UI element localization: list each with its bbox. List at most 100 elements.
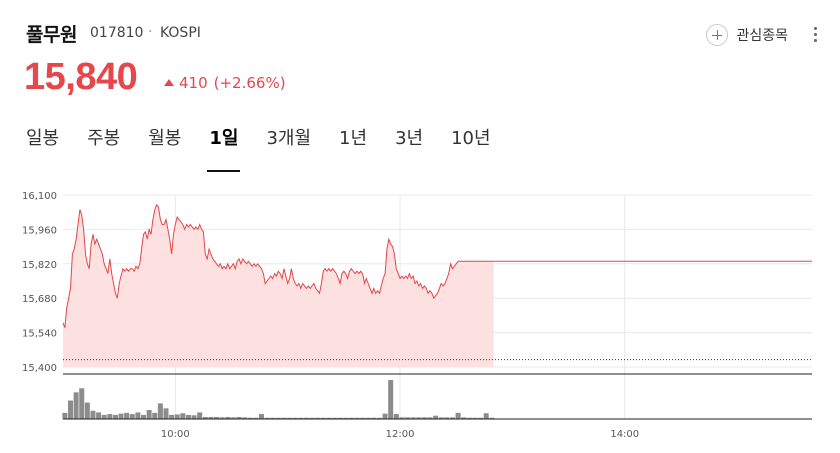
volume-bar <box>298 417 304 419</box>
volume-bar <box>376 417 382 419</box>
change-percent: (+2.66%) <box>213 74 286 92</box>
price-line <box>62 203 812 328</box>
volume-bar <box>478 417 484 419</box>
x-tick-label: 10:00 <box>161 429 190 440</box>
volume-bar <box>202 416 208 419</box>
tab-1day[interactable]: 1일 <box>207 124 241 172</box>
tab-3month[interactable]: 3개월 <box>266 128 312 149</box>
volume-bar <box>292 417 298 419</box>
volume-bar <box>79 388 85 419</box>
y-tick-label: 15,960 <box>22 225 57 236</box>
volume-bar <box>354 417 360 419</box>
volume-bar <box>444 417 450 419</box>
volume-bar <box>371 417 377 419</box>
volume-bar <box>157 403 163 419</box>
volume-bar <box>461 417 467 419</box>
tab-monthly[interactable]: 월봉 <box>148 128 182 149</box>
volume-bar <box>191 415 197 419</box>
volume-bar <box>242 417 248 419</box>
market-label: KOSPI <box>160 25 201 41</box>
y-tick-label: 15,820 <box>22 260 57 271</box>
current-price: 15,840 <box>24 56 138 98</box>
volume-bar <box>315 417 321 419</box>
watchlist-button[interactable]: 관심종목 <box>706 22 788 48</box>
volume-bar <box>287 417 293 419</box>
volume-bar <box>169 414 175 419</box>
volume-bar <box>197 412 203 419</box>
more-vertical-icon[interactable] <box>808 24 822 46</box>
volume-bar <box>483 413 489 419</box>
volume-bar <box>410 417 416 419</box>
stock-name: 풀무원 <box>26 24 77 46</box>
volume-bar <box>433 415 439 419</box>
volume-bar <box>382 413 388 419</box>
volume-bar <box>84 402 90 419</box>
volume-bar <box>124 412 130 419</box>
price-change: 410 (+2.66%) <box>164 74 286 92</box>
price-area <box>63 204 494 367</box>
volume-bar <box>129 414 135 419</box>
volume-bar <box>489 417 495 419</box>
tab-weekly[interactable]: 주봉 <box>87 128 121 149</box>
volume-bar <box>348 417 354 419</box>
volume-bar <box>320 417 326 419</box>
volume-bar <box>214 416 220 419</box>
volume-bar <box>264 417 270 419</box>
volume-bar <box>388 380 394 419</box>
period-tabs: 일봉 주봉 월봉 1일 3개월 1년 3년 10년 <box>26 124 519 172</box>
up-triangle-icon <box>164 78 174 86</box>
volume-bar <box>141 414 147 419</box>
volume-bar <box>67 400 73 419</box>
x-tick-label: 12:00 <box>386 429 415 440</box>
volume-bar <box>225 416 231 419</box>
volume-bar <box>399 417 405 419</box>
volume-bar <box>185 414 191 419</box>
y-tick-label: 15,540 <box>22 329 57 340</box>
volume-bar <box>365 417 371 419</box>
stock-code: 017810 <box>90 25 144 41</box>
volume-bar <box>360 417 366 419</box>
volume-bar <box>219 417 225 419</box>
tab-daily[interactable]: 일봉 <box>26 128 60 149</box>
stock-header: 풀무원 017810 · KOSPI 관심종목 <box>26 20 822 50</box>
volume-bar <box>416 417 422 419</box>
volume-bar <box>303 417 309 419</box>
volume-bar <box>152 412 158 419</box>
volume-bar <box>118 413 124 419</box>
volume-bar <box>270 417 276 419</box>
volume-bar <box>438 417 444 419</box>
change-amount: 410 <box>179 74 208 92</box>
volume-bar <box>96 412 102 419</box>
volume-bar <box>427 417 433 419</box>
tab-3year[interactable]: 3년 <box>395 128 424 149</box>
volume-bar <box>236 416 242 419</box>
x-tick-label: 14:00 <box>610 429 639 440</box>
volume-bar <box>174 414 180 419</box>
volume-bar <box>90 410 96 419</box>
volume-bar <box>258 414 264 419</box>
y-tick-label: 16,100 <box>22 191 57 202</box>
watchlist-label: 관심종목 <box>736 28 788 44</box>
plus-circle-icon <box>706 24 729 46</box>
volume-bar <box>309 417 315 419</box>
y-tick-label: 15,400 <box>22 363 57 374</box>
price-chart-svg: 16,100 15,960 15,820 15,680 15,540 15,400 10:0… <box>22 191 812 440</box>
volume-bar <box>326 417 332 419</box>
volume-bar <box>135 412 141 419</box>
volume-bar <box>281 417 287 419</box>
intraday-chart[interactable]: 16,100 15,960 15,820 15,680 15,540 15,400 10:0… <box>0 178 840 453</box>
volume-bar <box>472 417 478 419</box>
separator-dot: · <box>148 24 153 40</box>
volume-bar <box>393 414 399 419</box>
volume-bar <box>208 416 214 419</box>
volume-bar <box>180 413 186 419</box>
volume-bar <box>107 414 113 419</box>
volume-bar <box>332 417 338 419</box>
tab-1year[interactable]: 1년 <box>339 128 368 149</box>
y-tick-label: 15,680 <box>22 294 57 305</box>
volume-bar <box>163 408 169 419</box>
volume-bar <box>421 417 427 419</box>
volume-bar <box>247 417 253 419</box>
volume-bar <box>343 417 349 419</box>
tab-10year[interactable]: 10년 <box>451 128 491 149</box>
